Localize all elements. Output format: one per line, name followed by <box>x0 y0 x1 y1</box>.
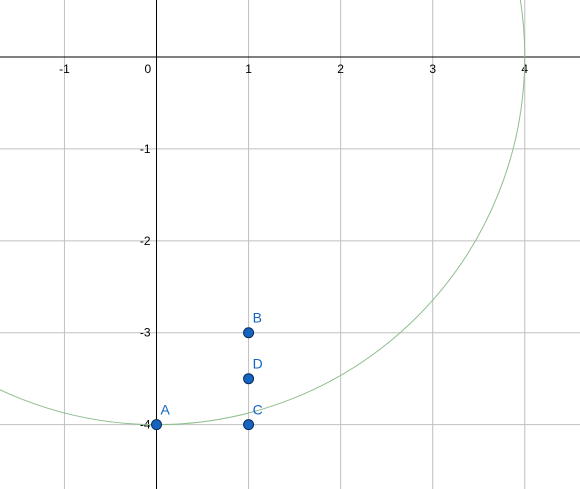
tick-labels: -1 0 1 2 3 4-1-2-3-4 <box>59 62 528 432</box>
x-tick-label: 1 <box>245 62 252 76</box>
x-tick-label: 0 <box>145 62 152 76</box>
y-tick-label: -2 <box>140 234 151 248</box>
point-label: C <box>253 402 263 418</box>
x-tick-label: -1 <box>59 62 70 76</box>
point-c[interactable]: C <box>243 402 263 431</box>
point-marker[interactable] <box>151 419 163 431</box>
point-label: D <box>253 356 263 372</box>
point-marker[interactable] <box>243 419 255 431</box>
point-b[interactable]: B <box>243 310 262 339</box>
point-label: A <box>161 402 171 418</box>
point-d[interactable]: D <box>243 356 263 385</box>
point-marker[interactable] <box>243 373 255 385</box>
y-tick-label: -1 <box>140 142 151 156</box>
x-tick-label: 3 <box>429 62 436 76</box>
points-layer: A B C D <box>151 310 263 431</box>
point-marker[interactable] <box>243 327 255 339</box>
point-a[interactable]: A <box>151 402 171 431</box>
point-label: B <box>253 310 262 326</box>
y-tick-label: -3 <box>140 326 151 340</box>
x-tick-label: 2 <box>337 62 344 76</box>
